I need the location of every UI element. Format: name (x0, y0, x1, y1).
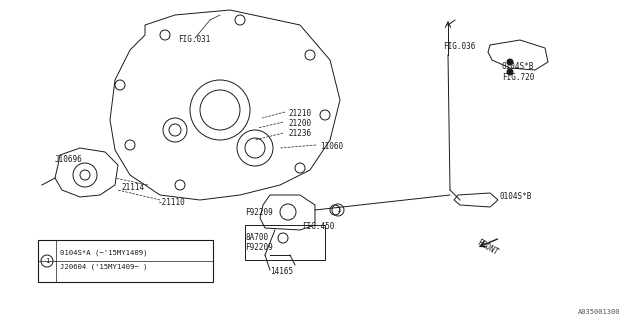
Text: 21236: 21236 (288, 129, 311, 138)
Text: FRONT: FRONT (475, 238, 499, 258)
Text: FIG.450: FIG.450 (302, 222, 334, 231)
Text: 11060: 11060 (320, 142, 343, 151)
Text: J20604 ('15MY1409− ): J20604 ('15MY1409− ) (60, 264, 147, 270)
Text: 21200: 21200 (288, 119, 311, 128)
Text: J10696: J10696 (55, 155, 83, 164)
Text: 8A700: 8A700 (245, 233, 268, 242)
Text: 0104S*A (−'15MY1409): 0104S*A (−'15MY1409) (60, 250, 147, 257)
Text: 1: 1 (336, 207, 340, 213)
Text: FIG.720: FIG.720 (502, 73, 534, 82)
Text: 1: 1 (45, 258, 49, 264)
Text: 21114: 21114 (122, 183, 145, 192)
Text: A035001300: A035001300 (577, 309, 620, 315)
Text: FIG.031: FIG.031 (178, 35, 211, 44)
Text: 21210: 21210 (288, 109, 311, 118)
Bar (38, 240, 213, 282)
Text: -21110: -21110 (158, 198, 186, 207)
Text: F92209: F92209 (245, 208, 273, 217)
Text: FIG.036: FIG.036 (443, 42, 476, 51)
Circle shape (507, 59, 513, 65)
Circle shape (507, 69, 513, 75)
Text: 0104S*B: 0104S*B (500, 192, 532, 201)
Text: 0104S*B: 0104S*B (502, 62, 534, 71)
Text: F92209: F92209 (245, 243, 273, 252)
Text: 14165: 14165 (270, 267, 293, 276)
Bar (245, 225, 325, 260)
